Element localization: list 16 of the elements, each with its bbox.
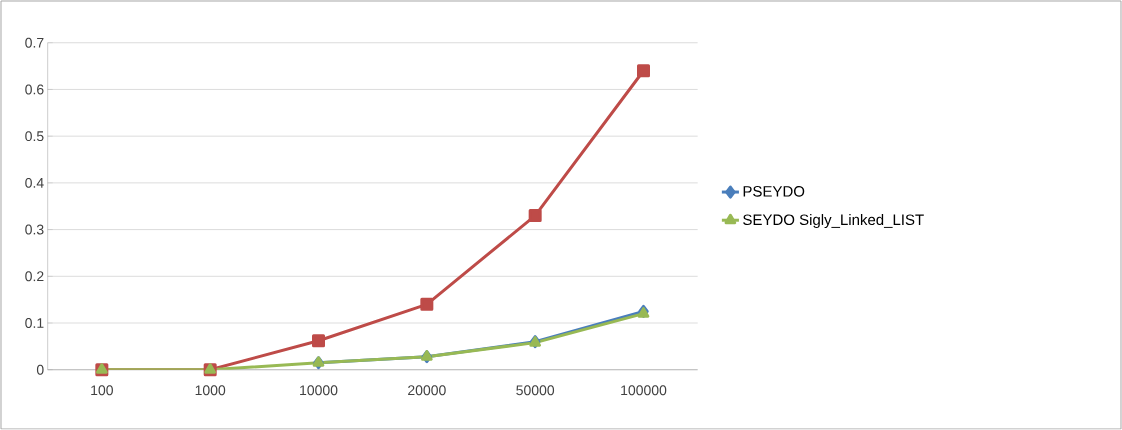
x-tick-label: 100: [91, 385, 113, 396]
y-tick-label: 0.6: [25, 84, 44, 95]
x-tick-label: 50000: [516, 385, 555, 396]
x-tick-label: 1000: [195, 385, 226, 396]
y-tick-label: 0.1: [25, 318, 44, 328]
x-tick-label: 10000: [300, 385, 338, 396]
y-tick-label: 0.7: [25, 37, 44, 48]
y-tick-label: 0.5: [25, 131, 44, 142]
y-tick-label: 0: [36, 364, 44, 375]
x-tick-label: 20000: [408, 385, 446, 396]
y-tick-label: 0.4: [25, 177, 44, 188]
legend-label: SEYDO Sigly_Linked_LIST: [743, 214, 924, 229]
y-tick-label: 0.3: [25, 224, 44, 235]
y-tick-label: 0.2: [25, 271, 44, 282]
x-tick-label: 100000: [621, 385, 667, 396]
legend-label: PSEYDO: [743, 186, 805, 197]
